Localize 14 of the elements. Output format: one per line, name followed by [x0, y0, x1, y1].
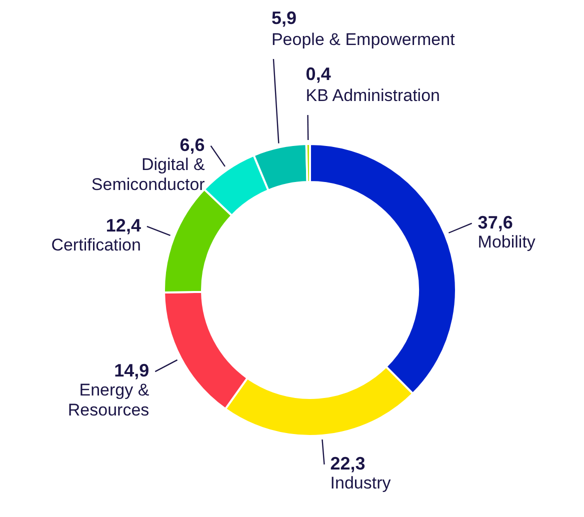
slice-label: KB Administration	[306, 86, 440, 106]
data-label: 6,6	[180, 134, 205, 155]
slice-label: Energy & Resources	[68, 380, 150, 420]
slice-label: People & Empowerment	[271, 30, 456, 50]
data-label: 5,9	[271, 8, 297, 28]
slice-label: Digital & Semiconductor	[91, 154, 206, 194]
data-label: 37,6	[478, 212, 513, 232]
data-label: 0,4	[306, 64, 331, 84]
slice-label: Industry	[330, 473, 392, 492]
data-label: 12,4	[106, 215, 141, 236]
data-label: 22,3	[330, 453, 366, 474]
data-label: 14,9	[114, 360, 150, 381]
slice-label: Mobility	[478, 232, 536, 252]
slice-label: Certification	[51, 235, 141, 254]
